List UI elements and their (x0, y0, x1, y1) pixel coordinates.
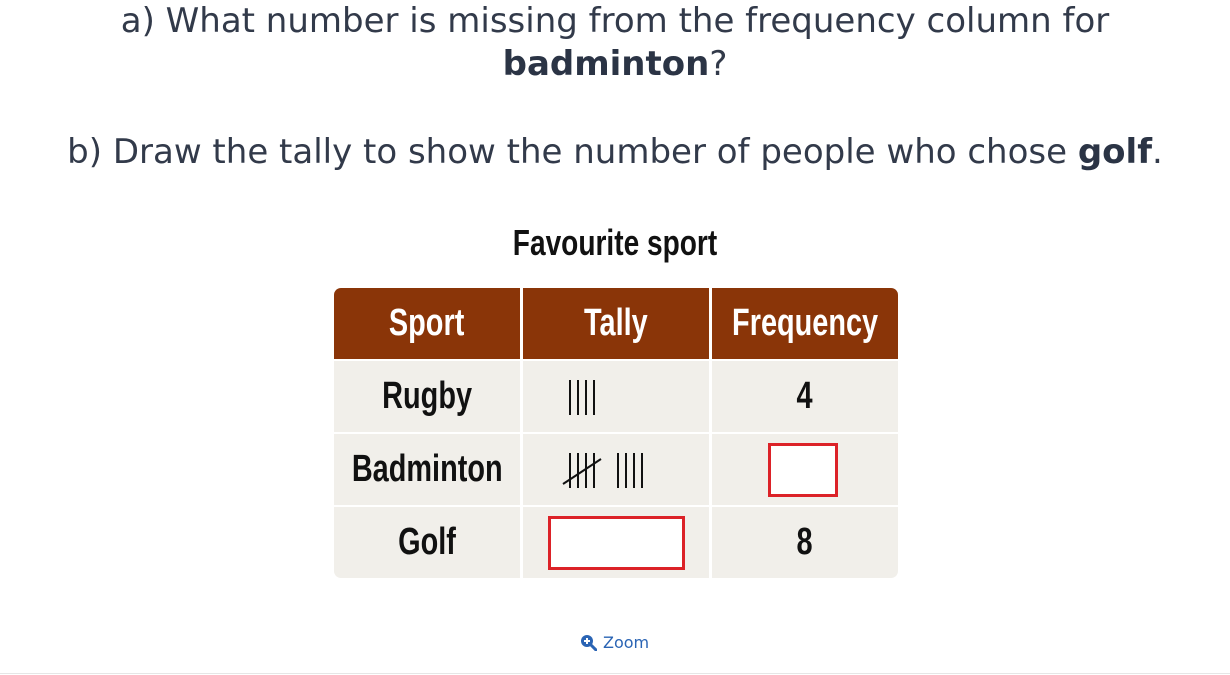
table-title: Favourite sport (512, 222, 718, 263)
answer-box-golf-tally[interactable] (548, 516, 685, 570)
question-b-suffix: . (1152, 132, 1163, 172)
question-a-suffix: ? (709, 44, 728, 84)
header-tally-label: Tally (584, 302, 648, 344)
frequency-value: 8 (796, 521, 814, 563)
question-b: b) Draw the tally to show the number of … (0, 131, 1230, 174)
tally-marks-rugby (569, 380, 595, 415)
tally-marks-badminton (562, 453, 643, 488)
zoom-button[interactable]: Zoom (580, 633, 649, 652)
sport-name: Rugby (382, 375, 472, 417)
header-tally: Tally (523, 288, 709, 359)
header-frequency-label: Frequency (731, 302, 879, 344)
zoom-label: Zoom (603, 633, 650, 652)
tally-gate-stroke (562, 458, 602, 485)
question-a-text: a) What number is missing from the frequ… (120, 1, 1110, 41)
question-b-text: b) Draw the tally to show the number of … (67, 132, 1078, 172)
frequency-cell-golf: 8 (712, 507, 898, 578)
zoom-in-icon (581, 635, 597, 651)
sport-cell-badminton: Badminton (334, 434, 520, 505)
header-sport-label: Sport (389, 302, 465, 344)
answer-box-badminton-frequency[interactable] (768, 443, 838, 497)
sport-name: Badminton (351, 448, 503, 490)
tally-cell-rugby (523, 361, 709, 432)
frequency-value: 4 (796, 375, 814, 417)
header-frequency: Frequency (712, 288, 898, 359)
question-b-keyword: golf (1077, 132, 1152, 172)
tally-cell-golf (523, 507, 709, 578)
sport-cell-rugby: Rugby (334, 361, 520, 432)
frequency-table: Sport Tally Frequency Rugby 4 Badminton … (334, 288, 898, 578)
header-sport: Sport (334, 288, 520, 359)
frequency-cell-badminton (712, 434, 898, 505)
question-a-keyword: badminton (502, 44, 710, 84)
frequency-cell-rugby: 4 (712, 361, 898, 432)
sport-name: Golf (398, 521, 456, 563)
divider (0, 673, 1230, 674)
tally-cell-badminton (523, 434, 709, 505)
sport-cell-golf: Golf (334, 507, 520, 578)
question-a: a) What number is missing from the frequ… (0, 0, 1230, 86)
